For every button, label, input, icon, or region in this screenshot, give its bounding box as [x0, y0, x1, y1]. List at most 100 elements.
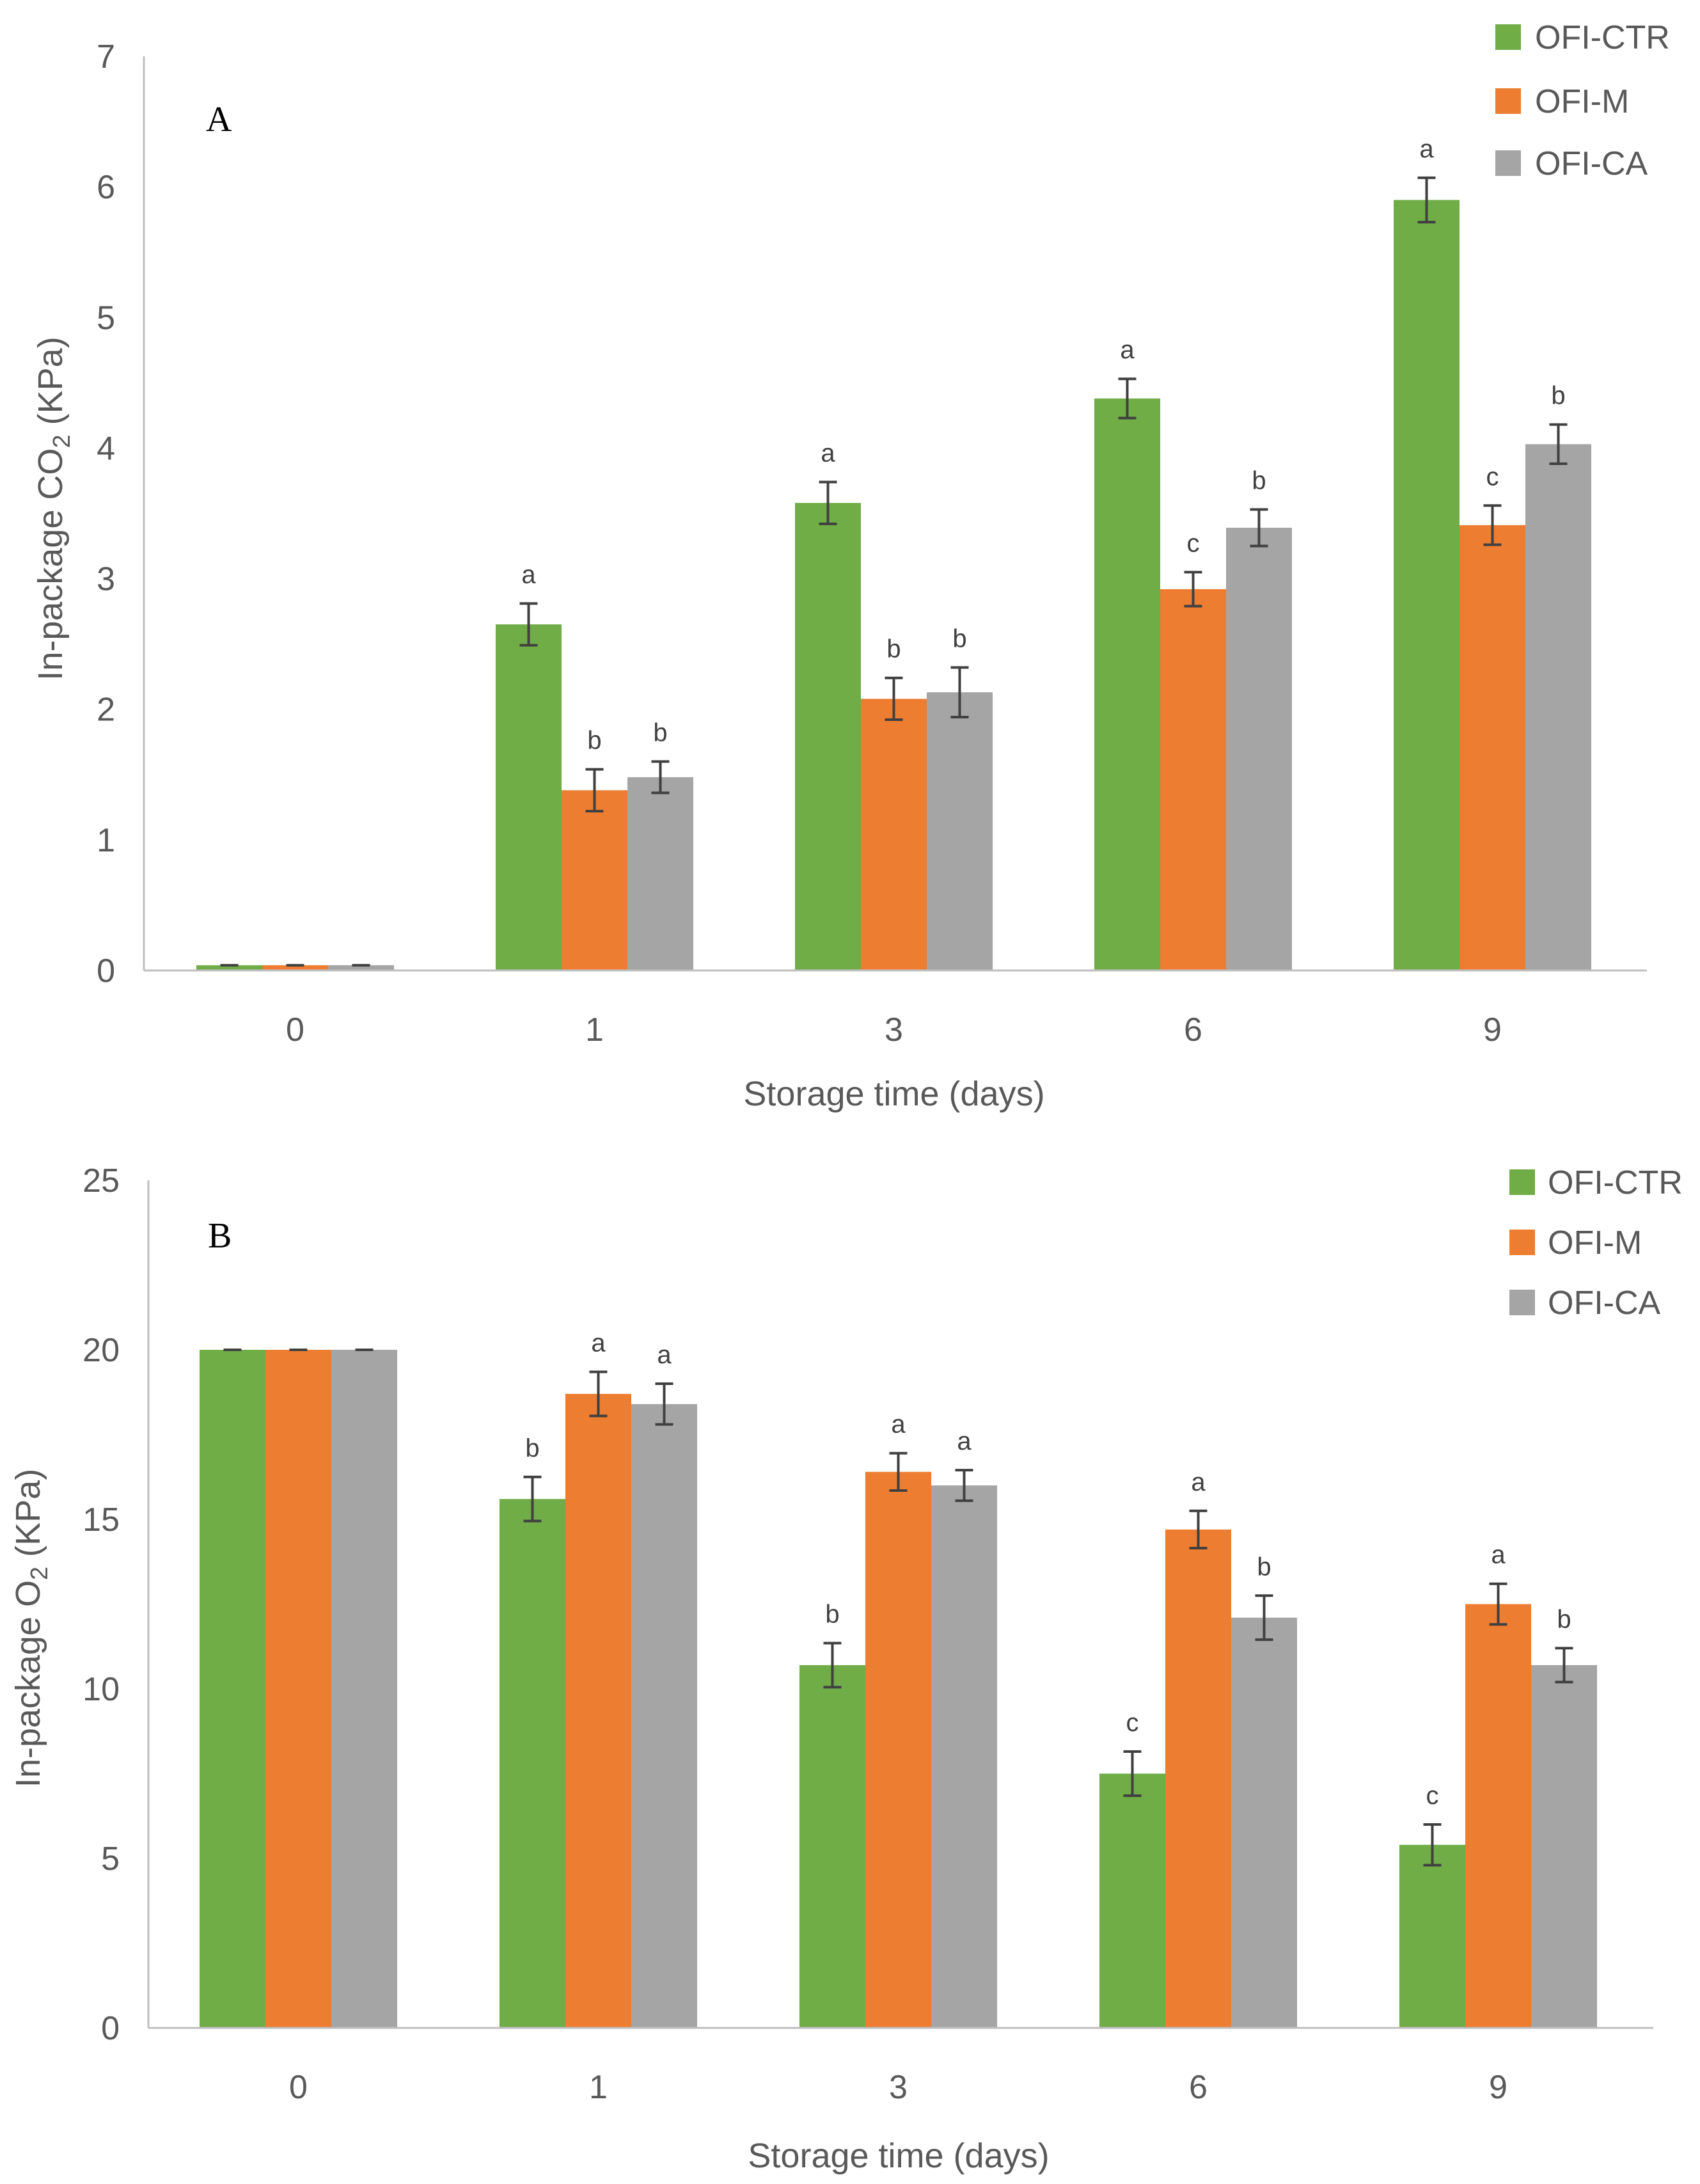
error-bar — [1417, 176, 1436, 224]
bar-ofi-ctr — [200, 1350, 265, 2028]
error-bar — [523, 1475, 542, 1523]
legend-label: OFI-CTR — [1548, 1164, 1683, 1201]
error-bar — [1184, 571, 1202, 608]
panel-b-y-axis-title-main: In-package O — [9, 1580, 47, 1787]
panel-a-letter: A — [206, 100, 232, 139]
panel-a-legend: OFI-CTR OFI-M OFI-CA — [1495, 19, 1670, 182]
panel-b-x-axis-title: Storage time (days) — [748, 2137, 1049, 2175]
y-tick-label: 25 — [83, 1162, 120, 1199]
significance-label: b — [886, 635, 901, 663]
error-bar — [655, 1382, 673, 1426]
significance-label: b — [587, 727, 601, 755]
x-tick-label: 3 — [889, 2069, 908, 2106]
legend-label: OFI-M — [1535, 83, 1629, 120]
error-bar — [1549, 423, 1568, 465]
significance-label: b — [825, 1600, 839, 1628]
error-bar — [823, 1642, 842, 1689]
bar-ofi-ca — [931, 1485, 997, 2028]
x-tick-label: 3 — [885, 1011, 903, 1048]
legend-item-ofi-ctr: OFI-CTR — [1495, 19, 1670, 56]
y-tick-label: 2 — [97, 692, 115, 729]
error-bar — [950, 666, 969, 718]
panel-b-bars — [200, 1350, 1597, 2028]
y-tick-label: 1 — [97, 822, 115, 859]
error-bar — [1423, 1823, 1442, 1867]
panel-b-y-tick-labels: 0 5 10 15 20 25 — [83, 1162, 120, 2047]
significance-label: a — [1191, 1468, 1206, 1496]
panel-b-y-axis-title-tail: (KPa) — [9, 1469, 47, 1567]
bar-ofi-m — [265, 1350, 331, 2028]
y-tick-label: 7 — [97, 38, 115, 75]
legend-swatch — [1495, 88, 1521, 114]
bar-ofi-ca — [1226, 527, 1292, 970]
panel-a-x-tick-labels: 0 1 3 6 9 — [286, 1011, 1502, 1048]
error-bar — [1555, 1647, 1573, 1684]
significance-label: a — [657, 1341, 672, 1369]
error-bar — [885, 676, 903, 722]
y-tick-label: 5 — [97, 299, 115, 336]
panel-b-o2-chart: b b c c a a a a a a b b 0 5 10 15 20 25 0 1 3 6 9 B Storage … — [9, 1162, 1683, 2175]
panel-a-error-bars — [220, 176, 1568, 967]
panel-b-x-tick-labels: 0 1 3 6 9 — [289, 2069, 1507, 2106]
legend-item-ofi-m: OFI-M — [1495, 83, 1629, 120]
legend-label: OFI-CA — [1535, 145, 1648, 182]
panel-b-y-axis-title: In-package O2 (KPa) — [9, 1469, 53, 1787]
legend-item-ofi-ca: OFI-CA — [1495, 145, 1648, 182]
significance-label: a — [591, 1329, 606, 1357]
panel-a-x-axis-title: Storage time (days) — [743, 1075, 1044, 1113]
x-tick-label: 1 — [585, 1011, 604, 1048]
bar-ofi-m — [1465, 1604, 1531, 2028]
error-bar — [585, 768, 604, 812]
error-bar — [1118, 377, 1137, 420]
error-bar — [519, 602, 538, 647]
legend-swatch — [1495, 24, 1521, 50]
legend-swatch — [1509, 1169, 1535, 1195]
significance-label: a — [1491, 1541, 1506, 1569]
bar-ofi-m — [865, 1471, 931, 2028]
y-tick-label: 15 — [83, 1501, 120, 1539]
error-bar — [651, 760, 670, 795]
significance-label: a — [1419, 135, 1434, 163]
panel-b-legend: OFI-CTR OFI-M OFI-CA — [1509, 1164, 1683, 1322]
legend-item-ofi-ca: OFI-CA — [1509, 1285, 1661, 1322]
x-tick-label: 9 — [1489, 2069, 1507, 2106]
bar-ofi-ctr — [196, 965, 262, 970]
legend-item-ofi-ctr: OFI-CTR — [1509, 1164, 1683, 1201]
y-tick-label: 4 — [97, 430, 115, 467]
significance-label: b — [952, 624, 966, 653]
x-tick-label: 6 — [1184, 1011, 1202, 1048]
significance-label: a — [957, 1427, 972, 1455]
legend-swatch — [1495, 150, 1521, 176]
bar-ofi-m — [565, 1393, 631, 2028]
bar-ofi-m — [1160, 589, 1226, 970]
y-tick-label: 0 — [97, 953, 115, 990]
x-tick-label: 9 — [1483, 1011, 1502, 1048]
bar-ofi-ca — [1525, 444, 1591, 970]
panel-a-y-axis-title-sub: 2 — [49, 434, 75, 448]
error-bar — [1489, 1582, 1507, 1626]
significance-label: b — [653, 718, 667, 747]
error-bar — [819, 480, 837, 525]
bar-ofi-ctr — [799, 1665, 865, 2028]
x-tick-label: 0 — [289, 2069, 308, 2106]
error-bar — [889, 1452, 908, 1492]
panel-a-significance-labels: a a a a b b c c b b b b — [521, 135, 1565, 755]
legend-swatch — [1509, 1290, 1535, 1315]
bar-ofi-ctr — [1394, 200, 1460, 970]
error-bar — [1123, 1750, 1142, 1797]
significance-label: b — [1551, 382, 1565, 410]
error-bar — [589, 1370, 608, 1418]
bar-ofi-m — [562, 790, 627, 970]
legend-swatch — [1509, 1230, 1535, 1255]
legend-label: OFI-M — [1548, 1224, 1642, 1262]
significance-label: b — [525, 1434, 539, 1462]
bar-ofi-m — [861, 699, 927, 970]
y-tick-label: 0 — [101, 2010, 120, 2047]
significance-label: c — [1126, 1709, 1139, 1737]
y-tick-label: 5 — [101, 1840, 120, 1878]
panel-a-y-axis-title: In-package CO2 (KPa) — [31, 336, 75, 680]
significance-label: b — [1557, 1605, 1571, 1633]
y-tick-label: 6 — [97, 169, 115, 206]
bar-ofi-ctr — [500, 1499, 565, 2028]
significance-label: a — [891, 1411, 906, 1439]
